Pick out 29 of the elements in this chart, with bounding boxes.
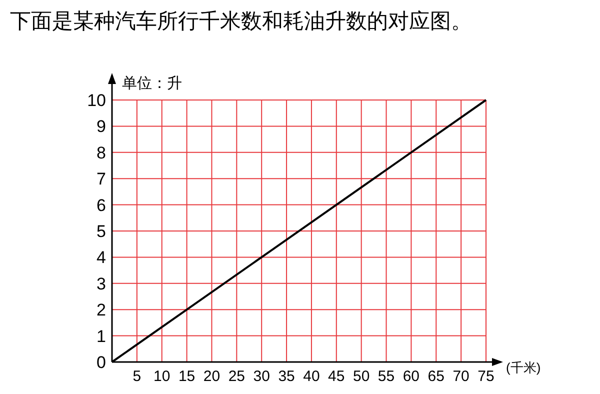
y-tick-label: 2 — [96, 300, 106, 320]
y-tick-label: 1 — [96, 326, 106, 346]
y-tick-label: 8 — [96, 143, 106, 162]
x-axis-title: (千米) — [506, 360, 541, 375]
x-tick-label: 65 — [428, 368, 444, 385]
x-tick-label: 70 — [452, 368, 470, 385]
x-tick-label: 55 — [378, 368, 395, 385]
x-tick-label: 45 — [328, 368, 345, 385]
y-tick-label: 7 — [96, 170, 106, 189]
x-tick-label: 25 — [228, 368, 246, 385]
y-tick-label: 4 — [96, 248, 106, 268]
x-tick-label: 75 — [478, 368, 494, 385]
x-tick-label: 35 — [278, 368, 295, 385]
x-tick-label: 15 — [178, 368, 196, 385]
x-tick-label: 40 — [303, 368, 320, 385]
x-tick-label: 50 — [352, 368, 370, 385]
y-tick-label: 10 — [87, 91, 106, 110]
y-tick-label: 0 — [96, 353, 106, 372]
x-tick-label: 30 — [253, 368, 270, 385]
x-tick-label: 60 — [402, 368, 420, 385]
chart-title: 下面是某种汽车所行千米数和耗油升数的对应图。 — [10, 10, 472, 33]
y-tick-label: 3 — [96, 274, 106, 294]
x-tick-label: 5 — [132, 368, 142, 385]
x-tick-label: 20 — [203, 368, 220, 385]
y-tick-label: 6 — [96, 196, 106, 215]
y-tick-label: 5 — [96, 222, 106, 241]
y-tick-label: 9 — [96, 117, 106, 136]
x-tick-label: 10 — [154, 368, 170, 385]
y-axis-title: 单位：升 — [122, 75, 182, 92]
